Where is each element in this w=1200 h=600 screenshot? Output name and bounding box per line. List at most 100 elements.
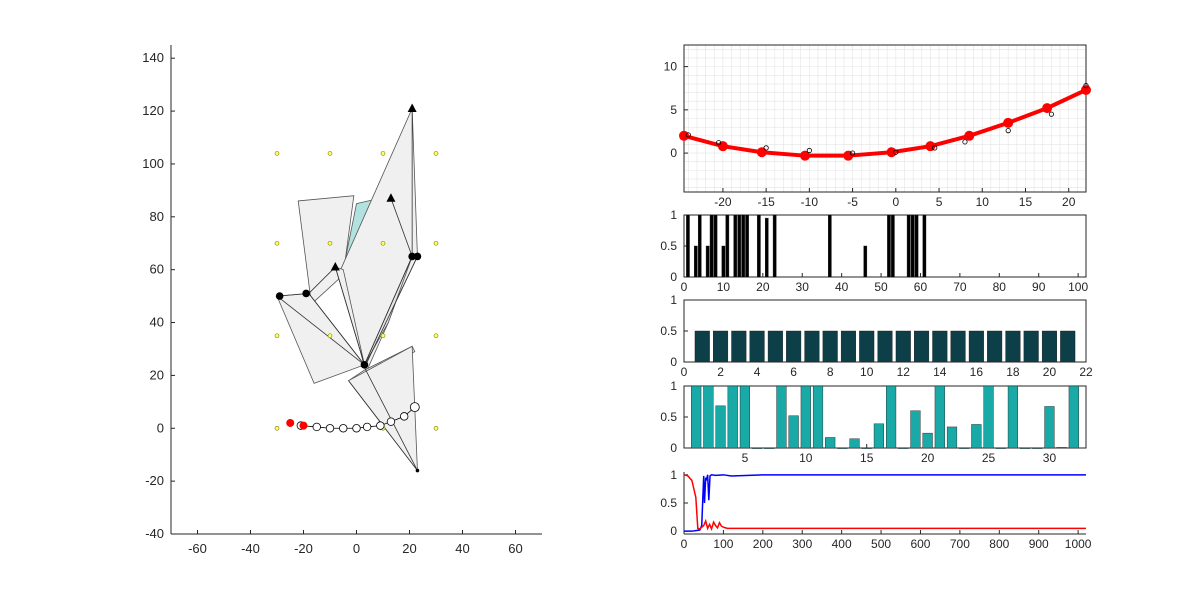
bar — [822, 330, 838, 363]
bar — [694, 245, 698, 278]
y-tick-label: 100 — [142, 156, 164, 171]
bar — [932, 330, 948, 363]
bar — [950, 330, 966, 363]
triangle-joint — [330, 262, 340, 271]
bar — [1044, 406, 1055, 449]
bar — [715, 405, 726, 449]
x-tick-label: 0 — [681, 280, 688, 294]
bar — [1032, 447, 1043, 449]
bar — [946, 426, 958, 449]
trajectory-point — [362, 422, 372, 432]
series-point — [843, 150, 854, 161]
bar — [995, 447, 1006, 449]
trajectory-point — [312, 422, 321, 432]
x-tick-label: 12 — [897, 365, 911, 379]
trajectory-point — [409, 402, 420, 413]
series-point — [679, 130, 689, 141]
uniform-bar-plot: 0 2 4 6 8 10 12 14 16 18 20 22 0 0.5 1 — [660, 293, 1093, 379]
bar — [739, 385, 750, 449]
binary-bar-plot: 0 10 20 30 40 50 60 70 80 90 100 0 0.5 1 — [660, 208, 1088, 294]
x-tick-label: 18 — [1006, 365, 1020, 379]
series-point — [1042, 103, 1053, 114]
trajectory-point — [376, 421, 385, 430]
joint-point — [302, 289, 310, 298]
y-tick-label: 1 — [670, 293, 677, 307]
bar — [804, 330, 820, 363]
x-tick-label: 10 — [860, 365, 874, 379]
bar — [914, 214, 919, 278]
x-tick-label: 20 — [402, 541, 416, 556]
x-tick-label: 50 — [874, 280, 888, 294]
x-tick-label: 5 — [742, 451, 749, 465]
y-tick-label: 80 — [150, 209, 164, 224]
y-tick-label: 0 — [670, 270, 677, 284]
joint-point — [360, 361, 369, 369]
bar — [971, 424, 982, 449]
x-tick-label: -20 — [294, 541, 313, 556]
y-tick-label: 120 — [142, 103, 164, 118]
bar — [1056, 447, 1067, 449]
bar — [1023, 330, 1039, 363]
grid-point — [274, 151, 280, 156]
trajectory-point — [352, 424, 361, 433]
grid-point — [327, 240, 333, 246]
scatter-point — [715, 140, 722, 146]
x-tick-label: 4 — [754, 365, 761, 379]
x-tick-label: 0 — [681, 537, 688, 551]
x-tick-label: 20 — [1062, 195, 1076, 209]
bar — [849, 438, 860, 449]
x-tick-label: 40 — [455, 541, 469, 556]
bar — [922, 214, 927, 278]
x-tick-label: 10 — [717, 280, 731, 294]
x-tick-label: 100 — [1068, 280, 1088, 294]
bar — [983, 385, 994, 449]
x-tick-label: 5 — [936, 195, 943, 209]
trajectory-point — [400, 412, 409, 421]
x-tick-label: 60 — [508, 541, 522, 556]
x-tick-label: 0 — [892, 195, 899, 209]
x-tick-label: 0 — [353, 541, 360, 556]
bar — [1068, 385, 1079, 449]
bar — [725, 214, 730, 278]
y-tick-label: 0.5 — [660, 410, 677, 424]
bar — [752, 447, 763, 449]
x-tick-label: 800 — [989, 537, 1009, 551]
bar — [788, 415, 799, 449]
scatter-point — [849, 150, 856, 156]
link-line — [276, 295, 365, 366]
x-tick-label: -40 — [241, 541, 260, 556]
grid-point — [274, 240, 280, 246]
x-tick-label: 25 — [982, 451, 996, 465]
x-tick-label: 20 — [921, 451, 935, 465]
bar — [987, 330, 1003, 363]
bar — [694, 330, 710, 363]
x-tick-label: 500 — [871, 537, 891, 551]
bar — [1005, 330, 1021, 363]
x-tick-label: 90 — [1032, 280, 1046, 294]
bar — [737, 214, 741, 278]
x-tick-label: 20 — [756, 280, 770, 294]
x-tick-label: 16 — [970, 365, 984, 379]
bar — [731, 330, 747, 363]
bar — [757, 214, 761, 278]
grid-point — [380, 151, 386, 156]
trajectory-point — [339, 424, 348, 433]
series-point — [1081, 84, 1091, 95]
bar — [812, 385, 824, 449]
scatter-point — [763, 145, 769, 151]
bar — [772, 214, 777, 278]
y-tick-label: 5 — [670, 103, 677, 117]
x-tick-label: -60 — [188, 541, 207, 556]
teal-bar-plot: 5 10 15 20 25 30 0 0.5 1 — [660, 379, 1087, 465]
scatter-point — [806, 147, 812, 154]
bar — [877, 330, 893, 363]
x-tick-label: 10 — [976, 195, 990, 209]
y-tick-label: 1 — [670, 208, 677, 222]
bar — [727, 385, 738, 449]
x-tick-label: 300 — [792, 537, 812, 551]
bar — [840, 330, 856, 363]
y-tick-label: 40 — [150, 315, 164, 330]
scatter-point — [932, 145, 938, 151]
bar — [895, 330, 911, 363]
